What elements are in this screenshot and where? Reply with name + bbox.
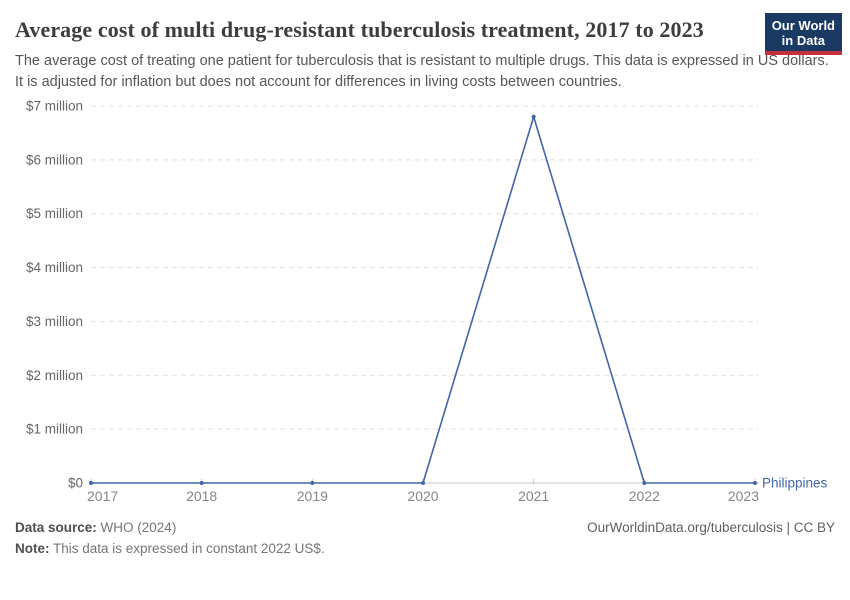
note-value: This data is expressed in constant 2022 … — [53, 541, 325, 556]
entity-label[interactable]: Philippines — [762, 476, 828, 491]
chart-subtitle: The average cost of treating one patient… — [15, 53, 829, 90]
data-source-label: Data source: — [15, 520, 97, 535]
data-point[interactable] — [421, 481, 425, 485]
data-point[interactable] — [642, 481, 647, 485]
y-axis-label: $2 million — [26, 368, 83, 383]
y-axis-label: $7 million — [26, 99, 83, 114]
x-axis-label: 2023 — [728, 488, 759, 504]
x-axis-label: 2017 — [87, 488, 118, 504]
x-axis-label: 2022 — [629, 488, 660, 504]
owid-logo[interactable]: Our World in Data — [764, 13, 842, 55]
series-line-philippines[interactable] — [91, 115, 755, 484]
license-link[interactable]: OurWorldinData.org/tuberculosis | CC BY — [587, 520, 835, 535]
footer-source-block: Data source: WHO (2024) Note: This data … — [15, 517, 325, 559]
x-axis-label: 2020 — [407, 488, 438, 504]
y-axis-label: $6 million — [26, 152, 83, 167]
data-source-value: WHO (2024) — [100, 520, 177, 535]
owid-logo-line1: Our World — [771, 18, 835, 33]
data-point[interactable] — [199, 481, 204, 485]
data-point[interactable] — [753, 481, 757, 485]
x-axis-label: 2019 — [297, 488, 328, 504]
data-point[interactable] — [89, 481, 93, 485]
chart-footer: Data source: WHO (2024) Note: This data … — [15, 517, 835, 559]
x-axis-label: 2018 — [186, 488, 217, 504]
y-axis-label: $0 — [68, 476, 83, 491]
note-label: Note: — [15, 541, 50, 556]
y-axis-label: $5 million — [26, 206, 83, 221]
data-point[interactable] — [310, 481, 315, 485]
chart-title: Average cost of multi drug-resistant tub… — [15, 17, 704, 42]
note-line: Note: This data is expressed in constant… — [15, 538, 325, 559]
line-chart-plot-area[interactable]: $0 $1 million $2 million $3 million $4 milli… — [15, 93, 850, 513]
data-source-line: Data source: WHO (2024) — [15, 517, 325, 538]
y-axis-label: $3 million — [26, 314, 83, 329]
y-axis-label: $1 million — [26, 422, 83, 437]
data-point[interactable] — [531, 114, 536, 119]
owid-logo-line2: in Data — [781, 33, 826, 48]
y-axis-label: $4 million — [26, 260, 83, 275]
x-axis-label: 2021 — [518, 488, 549, 504]
